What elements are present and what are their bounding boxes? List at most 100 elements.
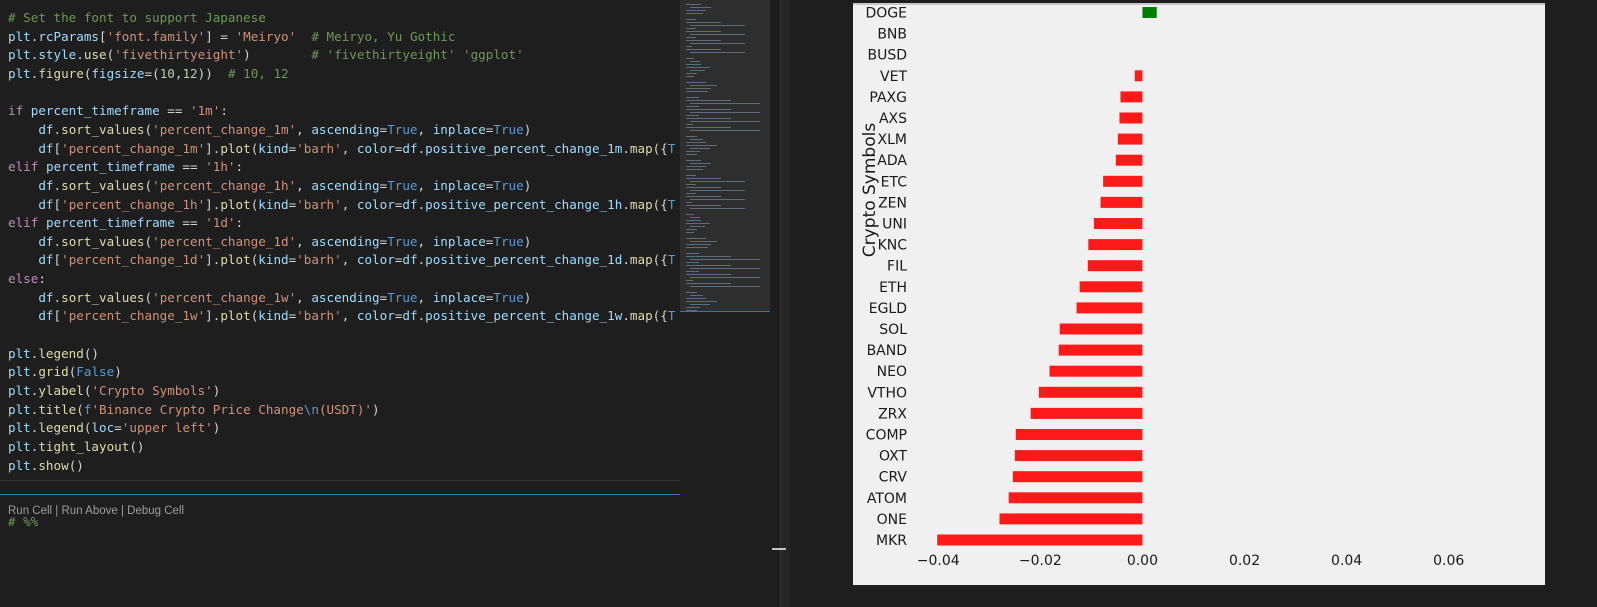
code-line[interactable]: df.sort_values('percent_change_1d', asce…: [8, 232, 531, 251]
minimap-line: [686, 127, 731, 128]
code-line[interactable]: df['percent_change_1h'].plot(kind='barh'…: [8, 195, 675, 214]
code-token: ylabel: [38, 383, 84, 398]
bar-xlm: [1117, 133, 1143, 145]
code-token: T: [667, 196, 676, 212]
debug-cell-link[interactable]: Debug Cell: [127, 505, 185, 517]
code-token: color: [356, 252, 395, 268]
code-token: True: [387, 121, 418, 137]
code-token: ].: [205, 308, 221, 324]
minimap-line: [686, 67, 710, 68]
code-line[interactable]: plt.tight_layout(): [8, 437, 145, 456]
code-token: kind: [258, 196, 289, 212]
scrollbar-position-marker: [772, 548, 786, 550]
code-editor[interactable]: # Set the font to support Japanese plt.rc…: [0, 0, 680, 607]
code-token: [: [53, 196, 62, 212]
minimap-line: [690, 130, 760, 131]
code-line[interactable]: plt.ylabel('Crypto Symbols'): [8, 381, 220, 400]
run-cell-link[interactable]: Run Cell: [8, 505, 53, 517]
code-token: loc: [91, 420, 115, 436]
minimap-line: [686, 271, 699, 272]
minimap-line: [686, 193, 696, 194]
minimap-line: [686, 160, 701, 161]
code-token: [8, 308, 38, 323]
bar-atom: [1008, 492, 1143, 504]
code-token: [8, 252, 38, 267]
code-token: positive_percent_change_1d: [425, 252, 623, 268]
code-line[interactable]: df['percent_change_1d'].plot(kind='barh'…: [8, 250, 675, 269]
bar-mkr: [937, 534, 1143, 546]
code-token: .: [417, 196, 426, 212]
minimap-line: [686, 196, 721, 197]
code-token: elif: [8, 159, 39, 175]
vertical-scrollbar[interactable]: [780, 0, 791, 607]
minimap-line: [686, 100, 731, 101]
minimap-line: [690, 121, 760, 122]
codelens-separator: |: [117, 505, 128, 517]
code-token: True: [493, 233, 524, 249]
code-line[interactable]: plt.show(): [8, 456, 84, 475]
cell-divider: [0, 480, 680, 481]
code-token: (: [83, 65, 92, 81]
code-token: .: [417, 252, 426, 268]
code-token: # Set the font to support Japanese: [8, 10, 266, 25]
code-line[interactable]: df['percent_change_1w'].plot(kind='barh'…: [8, 306, 675, 325]
minimap-line: [690, 277, 760, 278]
code-token: 'upper left': [121, 420, 213, 436]
code-token: plt: [8, 28, 31, 44]
code-line[interactable]: df.sort_values('percent_change_1m', asce…: [8, 120, 531, 139]
code-line[interactable]: # Set the font to support Japanese: [8, 8, 266, 27]
code-token: 'percent_change_1m': [152, 121, 297, 137]
code-token: (: [144, 289, 153, 305]
code-token: [23, 103, 31, 118]
minimap-line: [690, 268, 760, 269]
minimap-line: [690, 70, 705, 71]
code-token: df: [38, 196, 54, 212]
code-line[interactable]: plt.rcParams['font.family'] = 'Meiryo' #…: [8, 27, 455, 46]
code-line[interactable]: df.sort_values('percent_change_1w', asce…: [8, 288, 531, 307]
code-token: ): [523, 177, 532, 193]
code-token: .: [76, 47, 84, 63]
code-line[interactable]: plt.figure(figsize=(10,12)) # 10, 12: [8, 64, 289, 83]
code-token: figsize: [91, 65, 145, 81]
bar-egld: [1076, 302, 1143, 314]
code-token: .: [30, 364, 39, 380]
code-line[interactable]: plt.title(f'Binance Crypto Price Change\…: [8, 400, 380, 419]
code-line[interactable]: plt.legend(): [8, 344, 99, 363]
code-token: plt: [8, 47, 31, 63]
minimap[interactable]: [680, 0, 780, 607]
cell-marker[interactable]: # %%: [8, 512, 38, 531]
code-token: df: [402, 308, 418, 324]
minimap-line: [690, 226, 705, 227]
code-line[interactable]: if percent_timeframe == '1m':: [8, 101, 228, 120]
minimap-line: [686, 49, 721, 50]
minimap-slider[interactable]: [680, 0, 770, 312]
run-above-link[interactable]: Run Above: [61, 505, 118, 517]
minimap-line: [690, 112, 760, 113]
code-token: 'barh': [296, 140, 342, 156]
minimap-line: [686, 214, 694, 215]
code-line[interactable]: plt.grid(False): [8, 362, 122, 381]
code-line[interactable]: else:: [8, 269, 46, 288]
code-line[interactable]: df.sort_values('percent_change_1h', asce…: [8, 176, 531, 195]
code-line[interactable]: elif percent_timeframe == '1h':: [8, 157, 243, 176]
code-line[interactable]: plt.style.use('fivethirtyeight') # 'five…: [8, 45, 524, 64]
code-token: [38, 215, 46, 230]
x-tick-label: 0.06: [1433, 553, 1464, 569]
code-token: =: [288, 140, 297, 156]
cell-marker-text: # %%: [8, 514, 39, 529]
code-token: plt: [8, 420, 31, 436]
code-token: ({: [652, 252, 668, 268]
minimap-line: [686, 22, 721, 23]
code-token: ): [212, 383, 221, 398]
code-line[interactable]: elif percent_timeframe == '1d':: [8, 213, 243, 232]
code-token: 'Binance Crypto Price Change: [91, 401, 304, 417]
code-token: ascending: [311, 233, 380, 249]
code-token: ,: [417, 177, 433, 193]
minimap-line: [686, 178, 721, 179]
code-line[interactable]: plt.legend(loc='upper left'): [8, 418, 220, 437]
code-line[interactable]: df['percent_change_1m'].plot(kind='barh'…: [8, 139, 675, 158]
bar-sol: [1059, 323, 1143, 335]
minimap-line: [686, 82, 706, 83]
code-token: 'Meiryo': [235, 28, 297, 44]
code-token: .: [30, 420, 39, 436]
